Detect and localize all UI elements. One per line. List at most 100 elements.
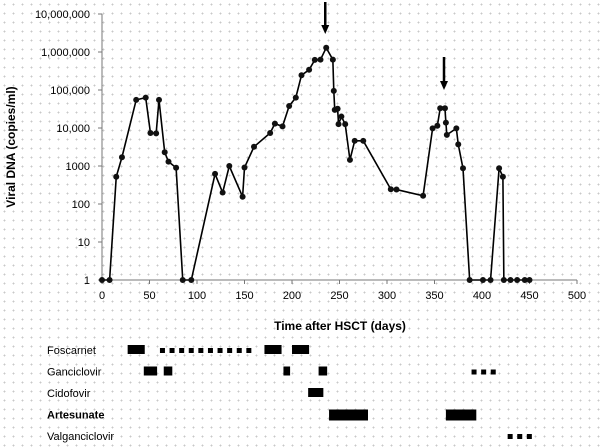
treatment-label: Valganciclovir: [47, 431, 114, 443]
data-point: [323, 44, 330, 51]
treatment-dot: [507, 434, 513, 439]
data-point: [334, 105, 341, 112]
x-tick-label: 450: [520, 290, 538, 302]
data-point: [329, 56, 336, 63]
data-point: [393, 186, 400, 193]
data-point: [499, 173, 506, 180]
y-tick-label: 10,000: [56, 123, 90, 135]
data-point: [251, 143, 257, 150]
series-line: [102, 46, 530, 281]
data-point: [219, 189, 226, 196]
data-point: [507, 277, 514, 283]
treatment-dot: [179, 348, 185, 353]
data-point: [226, 163, 233, 169]
treatment-bar: [127, 345, 145, 354]
treatment-dot: [217, 348, 223, 353]
data-point: [267, 129, 274, 136]
data-point: [442, 119, 449, 126]
treatment-label: Cidofovir: [47, 388, 91, 400]
y-tick-label: 10: [78, 237, 90, 249]
data-point: [118, 154, 125, 161]
data-point: [420, 192, 427, 199]
x-tick-label: 200: [283, 290, 301, 302]
x-tick-label: 0: [99, 290, 105, 302]
data-point: [161, 149, 168, 156]
data-point: [496, 165, 503, 172]
treatment-dot: [169, 348, 175, 353]
y-tick-label: 10,000,000: [35, 9, 90, 21]
treatment-bar: [264, 345, 282, 354]
series-marks: [99, 2, 533, 283]
data-point: [113, 173, 120, 180]
treatment-bar: [283, 366, 291, 376]
arrow-icon: [440, 81, 448, 90]
data-point: [500, 277, 507, 283]
treatment-bar: [292, 345, 310, 354]
treatment-label: Artesunate: [47, 410, 104, 422]
treatment-dot: [236, 348, 242, 353]
treatment-bar: [308, 388, 324, 397]
data-point: [173, 164, 180, 171]
x-tick-label: 100: [188, 290, 206, 302]
data-point: [460, 165, 466, 172]
y-tick-label: 100,000: [50, 85, 90, 97]
data-point: [311, 56, 318, 63]
treatment-dot: [188, 348, 194, 353]
data-point: [429, 125, 436, 132]
x-tick-label: 500: [568, 290, 586, 302]
data-point: [434, 122, 441, 129]
data-point: [351, 137, 358, 144]
data-point: [133, 96, 140, 103]
treatment-label: Ganciclovir: [47, 367, 102, 379]
x-axis-label: Time after HSCT (days): [274, 319, 406, 333]
treatment-dot: [246, 348, 252, 353]
x-tick-label: 250: [330, 290, 348, 302]
data-point: [479, 277, 486, 283]
data-point: [453, 125, 460, 132]
treatment-dot: [207, 348, 213, 353]
data-point: [241, 164, 248, 171]
treatment-dot: [517, 434, 523, 439]
data-point: [153, 130, 160, 137]
data-point: [292, 94, 299, 101]
data-point: [279, 123, 286, 130]
treatment-bar: [329, 409, 368, 421]
data-point: [466, 277, 473, 283]
y-tick-label: 1: [84, 275, 90, 287]
y-axis-label: Viral DNA (copies/ml): [4, 86, 18, 207]
data-point: [188, 277, 195, 283]
data-point: [99, 277, 105, 283]
treatment-dot: [526, 434, 532, 439]
x-tick-label: 350: [425, 290, 443, 302]
treatment-dot: [227, 348, 233, 353]
data-point: [437, 105, 444, 112]
data-point: [239, 193, 246, 200]
y-tick-label: 100: [72, 199, 90, 211]
data-point: [487, 277, 494, 283]
treatment-dot: [198, 348, 204, 353]
data-point: [526, 277, 533, 283]
data-point: [156, 96, 162, 103]
treatment-bar: [163, 366, 173, 376]
treatment-label: Foscarnet: [47, 345, 96, 357]
data-point: [521, 277, 528, 283]
treatment-timeline: Foscarnet Ganciclovir Cidofovir Artesunate V…: [47, 345, 532, 443]
treatment-dot: [490, 369, 496, 375]
treatment-bar: [143, 366, 158, 376]
arrow-icon: [321, 25, 330, 34]
data-point: [342, 121, 349, 128]
data-point: [106, 277, 113, 283]
data-point: [298, 72, 305, 79]
data-point: [360, 137, 367, 144]
data-point: [338, 113, 345, 120]
data-point: [165, 158, 172, 165]
y-tick-label: 1000: [66, 161, 90, 173]
treatment-bar: [318, 366, 328, 376]
x-tick-label: 400: [473, 290, 491, 302]
treatment-dot: [471, 369, 477, 375]
data-point: [271, 120, 278, 127]
data-point: [346, 156, 353, 163]
data-point: [335, 121, 342, 128]
treatment-dot: [159, 348, 165, 353]
data-point: [147, 129, 154, 136]
